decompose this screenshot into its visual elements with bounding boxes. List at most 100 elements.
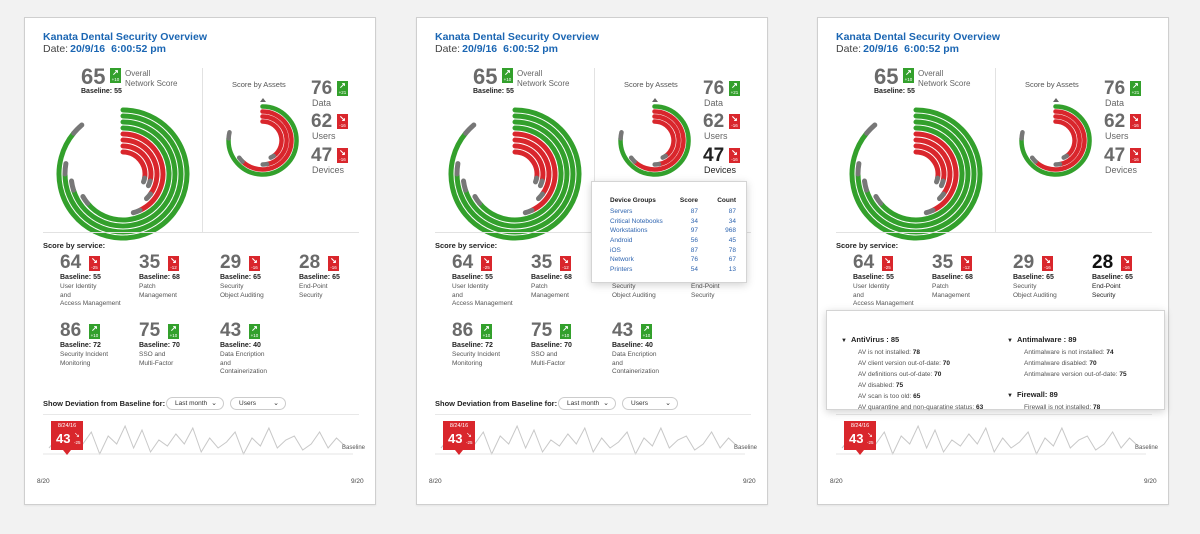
deviation-flag[interactable]: 8/24/16 43 ↘ -25: [844, 421, 876, 455]
period-select[interactable]: Last month⌄: [558, 397, 616, 410]
score-ring-1: [448, 107, 582, 241]
deviation-trend-chart[interactable]: [435, 418, 745, 466]
overall-network-score[interactable]: 65 ↗ +10 Overall Network Score Baseline: 5…: [874, 64, 994, 96]
device-group-link[interactable]: Printers: [610, 265, 633, 273]
service-baseline: Baseline: 68: [932, 274, 973, 281]
arrow-down-icon: ↘-16: [1121, 256, 1132, 271]
asset-score-value: 76: [311, 78, 333, 99]
column-header: Score: [679, 197, 698, 204]
service-label: Security Object Auditing: [220, 283, 264, 299]
device-group-link[interactable]: Critical Notebooks: [610, 217, 663, 225]
score-ring-2: [1033, 109, 1087, 172]
asset-score-value: 62: [1104, 111, 1126, 132]
asset-score-devices[interactable]: 47 ↘ -16 Devices: [311, 145, 371, 175]
antimalware-toggle[interactable]: ▼ Antimalware : 89: [1007, 335, 1077, 344]
asset-score-users[interactable]: 62 ↘ -16 Users: [311, 111, 371, 141]
table-row[interactable]: Workstations 97 968: [610, 226, 736, 236]
asset-score-devices[interactable]: 47 ↘ -16 Devices: [1104, 145, 1164, 175]
service-label: Patch Management: [139, 283, 177, 299]
device-group-link[interactable]: Android: [610, 237, 633, 245]
service-score-card[interactable]: 64 ↘ -25 Baseline: 55 User Identity and Access…: [853, 252, 933, 314]
service-score-card[interactable]: 35 ↘ -12 Baseline: 68 Patch Management: [139, 252, 219, 314]
asset-score-devices[interactable]: 47 ↘ -16 Devices: [703, 145, 763, 175]
overall-score-rings-chart[interactable]: [445, 104, 585, 244]
deviation-flag[interactable]: 8/24/16 43 ↘ -25: [443, 421, 475, 455]
service-score-card[interactable]: 35 ↘ -12 Baseline: 68 Patch Management: [932, 252, 1012, 314]
device-group-link[interactable]: Servers: [610, 208, 633, 216]
table-row[interactable]: Printers 54 13: [610, 265, 736, 275]
asset-label: Devices: [704, 165, 737, 175]
period-select[interactable]: Last month⌄: [166, 397, 224, 410]
antivirus-toggle[interactable]: ▼ AntiVirus : 85: [841, 335, 900, 344]
service-score-value: 35: [932, 252, 954, 273]
overall-score-label: Overall Network Score: [517, 69, 570, 88]
antimalware-section: ▼ Antimalware : 89 Antimalware is not inst…: [1007, 335, 1127, 380]
table-cell: 13: [728, 265, 736, 273]
table-row[interactable]: Servers 87 87: [610, 207, 736, 217]
service-score-value: 64: [60, 252, 82, 273]
arrow-up-icon: ↗+10: [249, 324, 260, 339]
score-ring-3: [864, 119, 971, 229]
table-cell: 56: [690, 237, 698, 245]
asset-score-data[interactable]: 76 ↗ +21 Data: [703, 78, 763, 108]
dashboard-title: Kanata Dental Security Overview: [435, 31, 599, 43]
scope-select[interactable]: Users⌄: [230, 397, 286, 410]
divider: [594, 68, 595, 233]
flag-value: 43: [849, 431, 864, 446]
overall-score-rings-chart[interactable]: [846, 104, 986, 244]
asset-score-data[interactable]: 76 ↗ +21 Data: [1104, 78, 1164, 108]
table-cell: 45: [728, 237, 736, 245]
scope-select[interactable]: Users⌄: [622, 397, 678, 410]
table-row[interactable]: iOS 87 78: [610, 245, 736, 255]
table-cell: 78: [728, 246, 736, 254]
overall-network-score[interactable]: 65 ↗ +10 Overall Network Score Baseline: 5…: [81, 64, 201, 96]
service-score-card[interactable]: 64 ↘ -25 Baseline: 55 User Identity and Access…: [60, 252, 140, 314]
device-group-link[interactable]: Network: [610, 256, 634, 264]
asset-score-value: 76: [1104, 78, 1126, 99]
overall-network-score[interactable]: 65 ↗ +10 Overall Network Score Baseline: 5…: [473, 64, 593, 96]
collapse-triangle-icon: ▼: [1007, 338, 1013, 344]
score-by-assets-rings-chart[interactable]: [225, 103, 300, 178]
device-group-link[interactable]: iOS: [610, 246, 621, 254]
baseline-marker-6: [144, 191, 153, 202]
score-ring-4: [878, 125, 965, 223]
table-row[interactable]: Android 56 45: [610, 236, 736, 246]
deviation-flag[interactable]: 8/24/16 43 ↘ -25: [51, 421, 83, 455]
score-by-assets-rings-chart[interactable]: [617, 103, 692, 178]
service-score-card[interactable]: 35 ↘ -12 Baseline: 68 Patch Management: [531, 252, 611, 314]
score-by-assets-rings-chart[interactable]: [1018, 103, 1093, 178]
arrow-up-icon: ↗+10: [560, 324, 571, 339]
service-baseline: Baseline: 65: [1092, 274, 1133, 281]
score-ring-4: [85, 125, 172, 223]
baseline-marker-1: [71, 122, 85, 136]
deviation-trend-chart[interactable]: [836, 418, 1146, 466]
dashboard-title: Kanata Dental Security Overview: [43, 31, 207, 43]
device-group-link[interactable]: Workstations: [610, 227, 648, 235]
deviation-trend-chart[interactable]: [43, 418, 353, 466]
score-ring-4: [477, 125, 564, 223]
arrow-down-icon: ↘-16: [1130, 148, 1141, 163]
arrow-down-icon: ↘-16: [1130, 114, 1141, 129]
asset-score-value: 47: [311, 145, 333, 166]
service-baseline: Baseline: 65: [1013, 274, 1054, 281]
table-row[interactable]: Critical Notebooks 34 34: [610, 217, 736, 227]
asset-score-users[interactable]: 62 ↘ -16 Users: [703, 111, 763, 141]
firewall-toggle[interactable]: ▼ Firewall: 89: [1007, 390, 1058, 399]
service-score-card[interactable]: 64 ↘ -25 Baseline: 55 User Identity and Access…: [452, 252, 532, 314]
endpoint-security-detail-popup: ▼ AntiVirus : 85 AV is not installed: 78 AV…: [826, 310, 1165, 411]
table-row[interactable]: Network 76 67: [610, 255, 736, 265]
asset-score-users[interactable]: 62 ↘ -16 Users: [1104, 111, 1164, 141]
service-baseline: Baseline: 40: [612, 342, 653, 349]
overall-score-rings-chart[interactable]: [53, 104, 193, 244]
asset-score-data[interactable]: 76 ↗ +21 Data: [311, 78, 371, 108]
